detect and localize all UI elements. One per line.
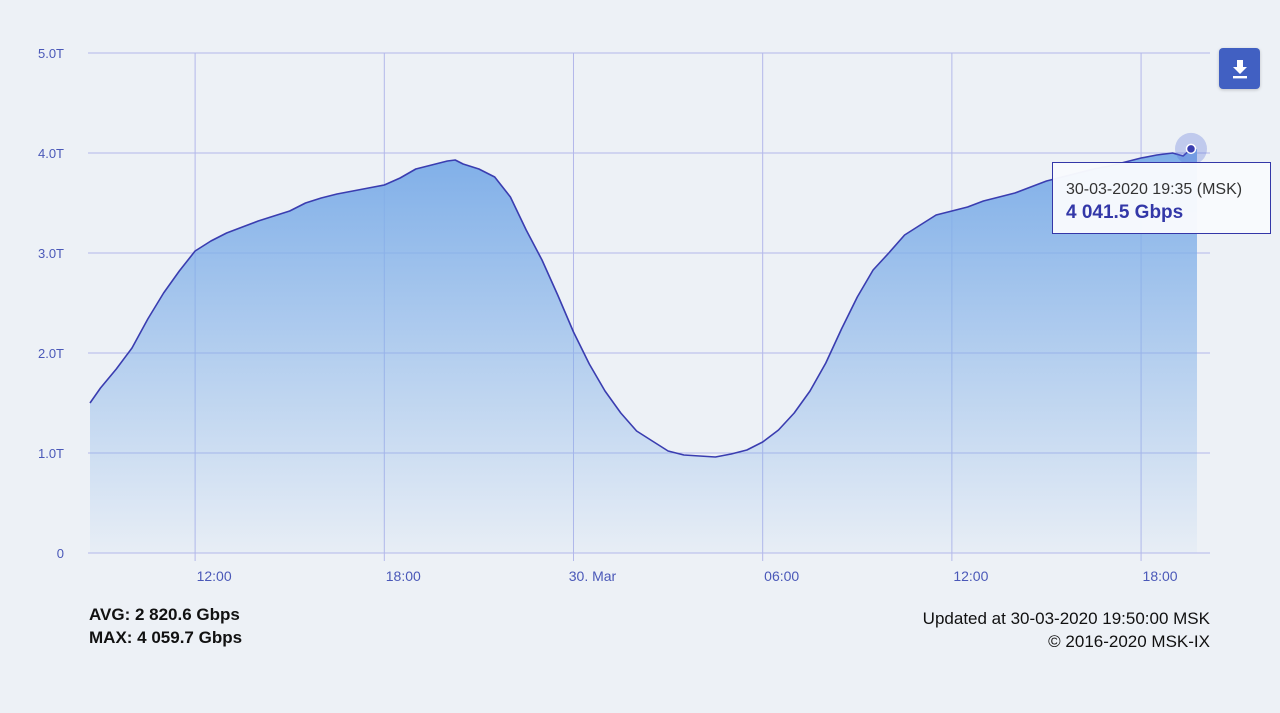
series-line bbox=[89, 148, 1192, 458]
tooltip-time: 30-03-2020 19:35 (MSK) bbox=[1066, 181, 1243, 198]
y-tick-label: 4.0T bbox=[38, 146, 64, 161]
x-tick-label: 18:00 bbox=[1143, 568, 1178, 584]
y-tick-label: 5.0T bbox=[38, 46, 64, 61]
y-tick-label: 1.0T bbox=[38, 446, 64, 461]
chart-axes: 0 1.0T 2.0T 3.0T 4.0T 5.0T 12:00 18:00 30. Mar 06… bbox=[38, 46, 1210, 584]
chart-marker bbox=[1175, 132, 1207, 165]
download-button[interactable] bbox=[1219, 48, 1260, 89]
y-tick-label: 3.0T bbox=[38, 246, 64, 261]
chart-area bbox=[89, 148, 1197, 553]
download-icon bbox=[1232, 59, 1247, 78]
x-tick-label: 12:00 bbox=[953, 568, 988, 584]
max-stat: MAX: 4 059.7 Gbps bbox=[89, 628, 243, 647]
chart-footer: Updated at 30-03-2020 19:50:00 MSK © 201… bbox=[923, 607, 1210, 653]
hover-point bbox=[1185, 143, 1197, 155]
y-tick-label: 2.0T bbox=[38, 346, 64, 361]
x-tick-label: 06:00 bbox=[764, 568, 799, 584]
updated-text: Updated at 30-03-2020 19:50:00 MSK bbox=[922, 609, 1210, 628]
y-tick-label: 0 bbox=[57, 546, 64, 561]
avg-stat: AVG: 2 820.6 Gbps bbox=[89, 605, 240, 624]
x-tick-label: 30. Mar bbox=[569, 568, 617, 584]
area-fill bbox=[90, 149, 1197, 553]
tooltip-value: 4 041.5 Gbps bbox=[1066, 202, 1184, 223]
x-tick-label: 12:00 bbox=[197, 568, 232, 584]
copyright-text: © 2016-2020 MSK-IX bbox=[1048, 632, 1210, 651]
chart-tooltip: 30-03-2020 19:35 (MSK) 4 041.5 Gbps bbox=[1052, 162, 1271, 234]
stats-summary: AVG: 2 820.6 Gbps MAX: 4 059.7 Gbps bbox=[89, 603, 242, 649]
x-tick-label: 18:00 bbox=[386, 568, 421, 584]
